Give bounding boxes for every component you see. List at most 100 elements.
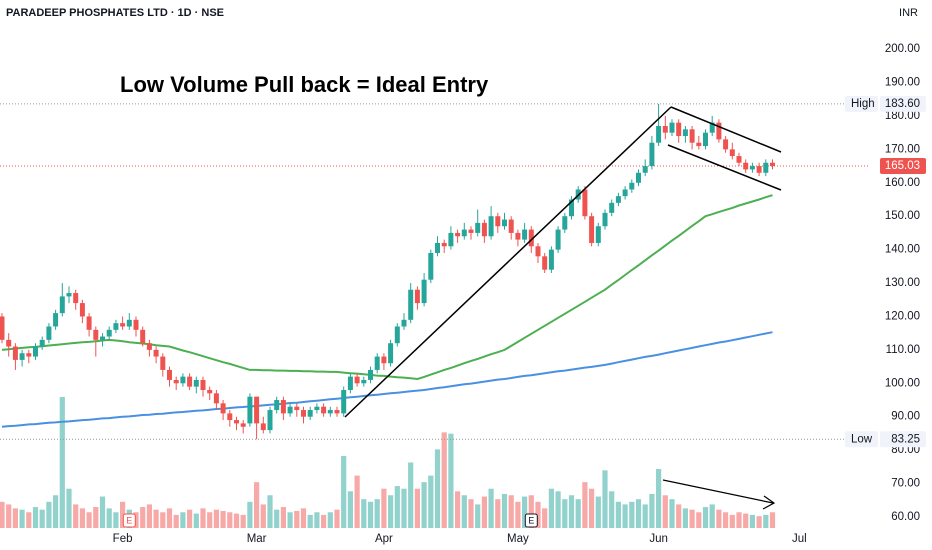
candle-body: [287, 406, 293, 414]
candle-body: [93, 329, 99, 340]
volume-bar: [448, 433, 454, 528]
candle-body: [180, 376, 186, 384]
volume-bar: [173, 514, 179, 528]
volume-bar: [562, 499, 568, 528]
volume-bar: [535, 501, 541, 528]
volume-bar: [414, 488, 420, 528]
volume-bar: [66, 488, 72, 528]
volume-bar: [153, 509, 159, 528]
candle-body: [280, 400, 286, 414]
volume-bar: [39, 509, 45, 528]
low-label-box: [845, 431, 878, 448]
volume-bar: [193, 513, 199, 528]
volume-bar: [374, 499, 380, 528]
candle-body: [234, 420, 239, 424]
volume-bar: [133, 512, 139, 528]
candle-body: [622, 189, 628, 197]
volume-bar: [53, 495, 59, 528]
volume-bar: [575, 499, 581, 528]
volume-bar: [207, 512, 213, 528]
volume-bar: [434, 449, 441, 528]
candle-body: [421, 279, 427, 304]
candle-body: [160, 356, 166, 370]
candle-body: [414, 289, 420, 304]
volume-bar: [200, 508, 206, 528]
x-tick-label: Feb: [113, 533, 133, 545]
candle-body: [207, 389, 213, 394]
volume-bar: [461, 495, 467, 528]
candle-body: [240, 423, 246, 427]
candle-body: [133, 319, 139, 330]
volume-bar: [59, 397, 65, 528]
candle-body: [770, 162, 775, 166]
candle-body: [656, 125, 662, 143]
volume-bar: [46, 501, 52, 528]
candle-body: [140, 329, 146, 344]
candle-body: [435, 242, 440, 253]
candle-body: [354, 376, 360, 384]
volume-bar: [180, 512, 186, 528]
candle-body: [260, 423, 266, 431]
volume-bar: [140, 507, 146, 528]
volume-bar: [26, 512, 32, 528]
y-tick-label: 130.00: [885, 277, 920, 289]
x-tick-label: Apr: [375, 533, 393, 545]
candle-body: [173, 379, 179, 384]
volume-bar: [146, 504, 152, 528]
candle-body: [321, 406, 327, 414]
candle-body: [33, 346, 38, 357]
candle-body: [461, 229, 467, 237]
candle-body: [39, 339, 45, 347]
volume-bar: [73, 504, 79, 528]
volume-bar: [6, 504, 12, 528]
volume-bar: [79, 508, 85, 528]
volume-bar: [615, 501, 621, 528]
candle-body: [200, 379, 206, 390]
volume-bar: [274, 509, 280, 528]
earnings-box: [122, 513, 136, 528]
volume-bar: [642, 504, 648, 528]
volume-bar: [501, 493, 508, 528]
x-tick-label: Jul: [792, 533, 807, 545]
candle-body: [86, 316, 92, 330]
y-tick-label: 170.00: [885, 143, 920, 155]
candle-body: [73, 293, 79, 304]
earnings-label: E: [126, 515, 132, 525]
volume-bar: [300, 508, 307, 528]
volume-bar: [495, 499, 501, 528]
volume-bar: [314, 512, 320, 528]
volume-bar: [0, 501, 5, 528]
volume-bar: [609, 491, 615, 528]
candle-body: [401, 319, 407, 327]
y-tick-label: 160.00: [885, 177, 920, 189]
volume-bar: [280, 507, 286, 528]
y-tick-label: 90.00: [891, 411, 920, 423]
candle-body: [763, 162, 769, 173]
volume-bar: [394, 486, 400, 528]
volume-bar: [187, 509, 193, 528]
volume-bar: [220, 510, 226, 528]
volume-bar: [582, 482, 588, 528]
candle-body: [227, 413, 233, 421]
trend-line: [344, 106, 672, 418]
volume-bar: [756, 516, 762, 528]
candle-body: [167, 369, 172, 380]
candle-body: [682, 129, 688, 137]
candle-body: [569, 199, 574, 217]
volume-bar: [254, 482, 260, 528]
candle-body: [6, 339, 12, 347]
last-value: 165.03: [885, 160, 920, 172]
volume-bar: [240, 514, 246, 528]
volume-bar: [528, 495, 534, 528]
candle-body: [528, 229, 534, 247]
volume-bar: [488, 488, 494, 528]
volume-bar: [307, 514, 313, 528]
x-tick-label: Mar: [247, 533, 267, 545]
low-value-box: [880, 431, 926, 448]
volume-bar: [709, 504, 715, 528]
candle-body: [589, 216, 595, 243]
volume-bar: [729, 514, 735, 528]
candle-body: [388, 343, 394, 364]
